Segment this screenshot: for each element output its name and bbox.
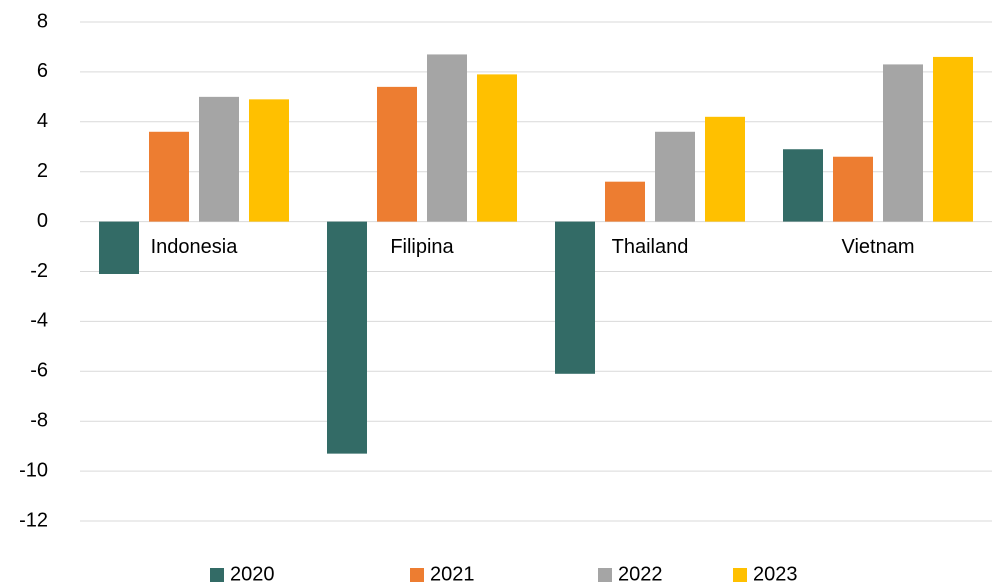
y-tick-label: 2	[37, 160, 48, 182]
legend-label: 2021	[430, 563, 475, 585]
legend-swatch	[410, 568, 424, 582]
legend-swatch	[210, 568, 224, 582]
y-tick-label: 8	[37, 10, 48, 32]
y-tick-label: 0	[37, 210, 48, 232]
x-tick-label: Vietnam	[841, 236, 914, 258]
y-tick-label: -8	[30, 409, 48, 431]
bar	[327, 221, 367, 454]
bar	[199, 96, 239, 222]
x-tick-label: Thailand	[612, 236, 689, 258]
legend-label: 2022	[618, 563, 663, 585]
bar	[705, 116, 745, 222]
x-tick-label: Indonesia	[151, 236, 239, 258]
y-tick-label: 6	[37, 60, 48, 82]
legend-label: 2023	[753, 563, 798, 585]
legend-label: 2020	[230, 563, 275, 585]
x-tick-label: Filipina	[390, 236, 454, 258]
y-tick-label: -4	[30, 310, 48, 332]
bar	[655, 131, 695, 222]
bar	[249, 99, 289, 222]
legend-swatch	[598, 568, 612, 582]
y-tick-label: -6	[30, 360, 48, 382]
bar	[477, 74, 517, 222]
bar	[427, 54, 467, 222]
bar	[555, 221, 595, 374]
bar	[883, 64, 923, 222]
bar	[933, 56, 973, 222]
bar	[783, 149, 823, 222]
bar	[833, 156, 873, 222]
bar	[377, 86, 417, 222]
legend-swatch	[733, 568, 747, 582]
bar	[99, 221, 139, 274]
y-tick-label: 4	[37, 110, 48, 132]
y-tick-label: -10	[19, 459, 48, 481]
bar	[605, 181, 645, 222]
bar	[149, 131, 189, 222]
y-tick-label: -2	[30, 260, 48, 282]
y-tick-label: -12	[19, 509, 48, 531]
